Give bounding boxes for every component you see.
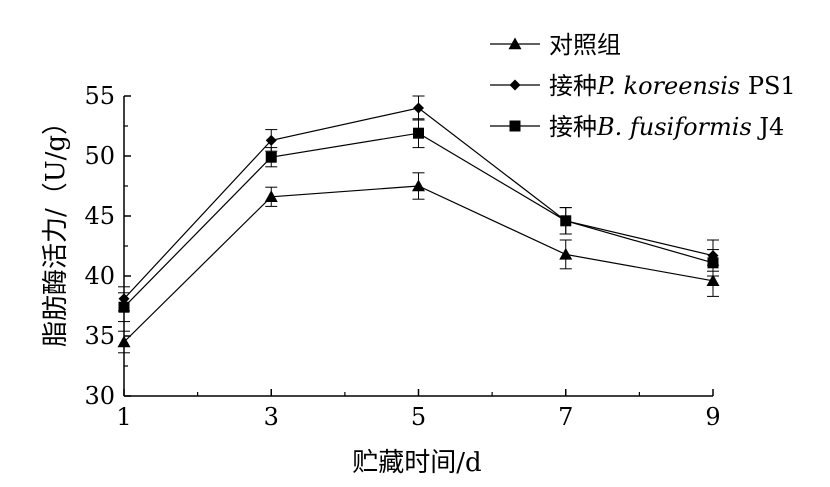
legend-label: 对照组 — [549, 31, 621, 59]
data-point — [707, 257, 719, 269]
legend-label-prefix: 接种 — [549, 72, 597, 100]
series-line — [123, 185, 714, 343]
data-point — [413, 102, 424, 114]
y-tick-label-30: 30 — [84, 382, 115, 410]
series-square — [118, 118, 719, 323]
x-tick-label-9: 9 — [705, 403, 720, 431]
legend-label: 接种B. fusiformis J4 — [549, 113, 784, 141]
legend-label-prefix: 对照组 — [549, 31, 621, 59]
legend-marker — [509, 79, 521, 91]
legend-marker — [508, 37, 522, 50]
data-point — [265, 134, 277, 146]
legend-entry-diamond: 接种P. koreensis PS1 — [490, 72, 796, 100]
series-line — [123, 132, 714, 308]
y-tick-label-35: 35 — [84, 322, 115, 350]
data-point — [560, 215, 572, 227]
data-point — [118, 301, 130, 313]
data-point — [265, 151, 277, 163]
legend-entry-triangle: 对照组 — [490, 31, 621, 59]
y-axis-title: 脂肪酶活力/（U/g） — [41, 109, 71, 347]
data-point — [413, 127, 424, 139]
series-layer — [117, 95, 720, 354]
x-tick-label-7: 7 — [558, 403, 573, 431]
series-triangle — [117, 172, 720, 354]
legend-label-prefix: 接种 — [549, 113, 597, 141]
x-tick-label-3: 3 — [264, 403, 279, 431]
y-tick-label-50: 50 — [84, 142, 115, 170]
data-point — [559, 247, 573, 260]
legend-entry-square: 接种B. fusiformis J4 — [490, 113, 784, 141]
data-point — [412, 179, 425, 192]
x-tick-label-5: 5 — [411, 403, 426, 431]
legend-marker — [509, 120, 521, 132]
x-tick-label-1: 1 — [116, 403, 131, 431]
y-tick-label-40: 40 — [84, 262, 115, 290]
data-point — [706, 274, 720, 286]
y-tick-label-55: 55 — [84, 82, 115, 110]
data-point — [117, 335, 131, 348]
legend-label-strain: J4 — [752, 113, 785, 141]
legend-label-species: B. fusiformis — [596, 113, 752, 141]
legend-label-strain: PS1 — [740, 72, 796, 100]
legend-label: 接种P. koreensis PS1 — [549, 72, 796, 100]
x-axis-title: 贮藏时间/d — [352, 448, 481, 478]
data-point — [264, 190, 278, 202]
legend-label-species: P. koreensis — [596, 72, 740, 100]
y-tick-label-45: 45 — [84, 202, 115, 230]
